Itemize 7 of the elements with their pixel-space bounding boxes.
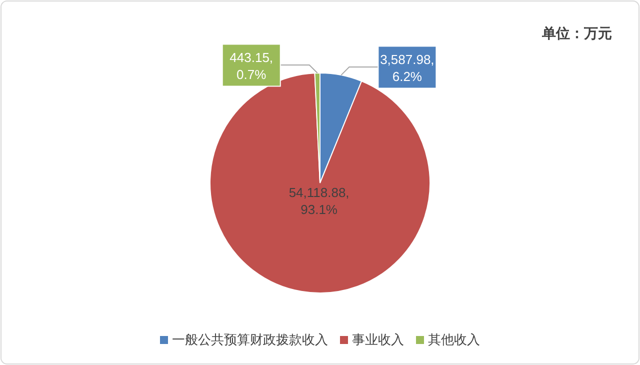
- legend-label: 一般公共预算财政拨款收入: [172, 332, 328, 347]
- data-label: 3,587.98, 6.2%: [380, 52, 434, 84]
- data-label: 443.15, 0.7%: [230, 50, 274, 82]
- data-label: 54,118.88, 93.1%: [288, 185, 350, 217]
- legend-label: 其他收入: [428, 332, 480, 347]
- legend-label: 事业收入: [352, 332, 404, 347]
- text: 单位：万元: [541, 25, 612, 41]
